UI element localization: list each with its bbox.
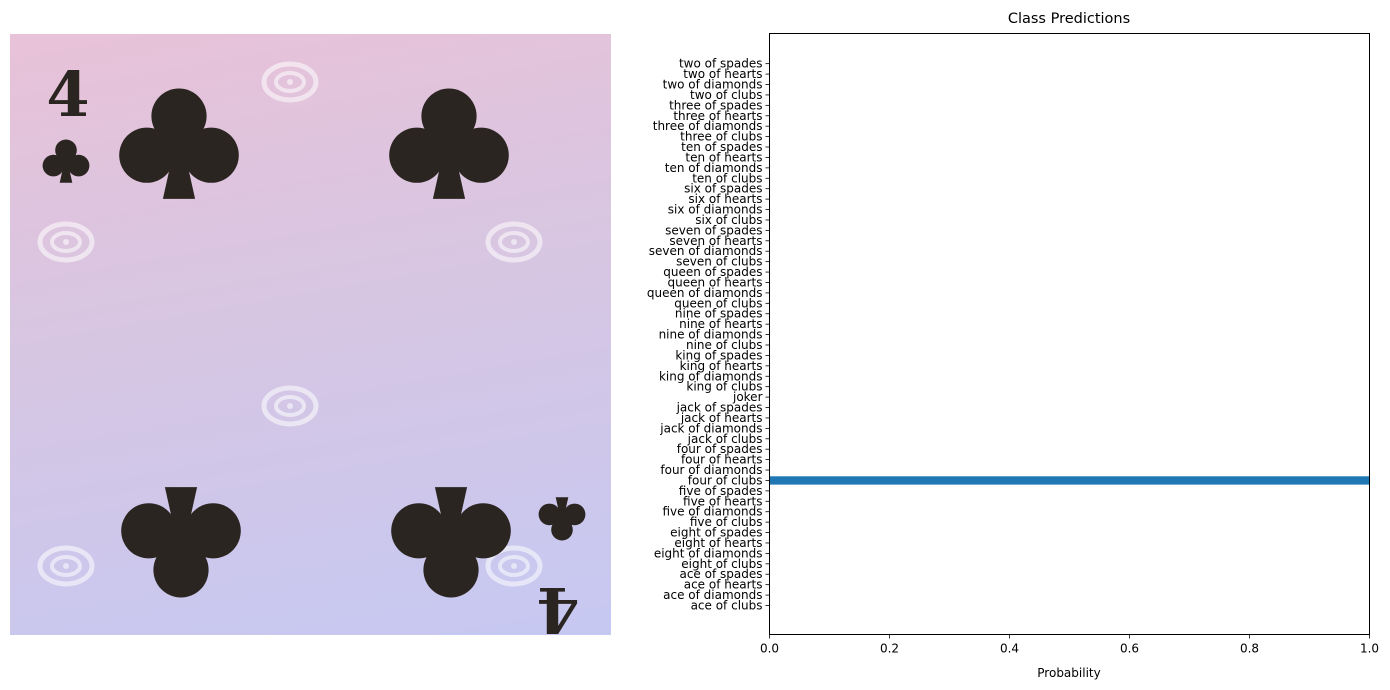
y-tick-label: two of clubs — [690, 88, 762, 102]
y-tick-label: queen of hearts — [667, 275, 762, 289]
x-axis-label: Probability — [1037, 666, 1100, 680]
y-tick-label: king of diamonds — [659, 369, 763, 383]
x-tick-label: 1.0 — [1360, 642, 1379, 656]
y-tick-label: eight of spades — [670, 526, 762, 540]
y-tick-label: jack of hearts — [680, 411, 763, 425]
y-tick-label: seven of spades — [665, 223, 762, 237]
y-tick-label: four of spades — [677, 442, 763, 456]
card-rank-corner-rotated: 4 — [536, 573, 579, 635]
y-tick-label: queen of spades — [663, 265, 762, 279]
y-tick-label: ace of spades — [679, 567, 762, 581]
axes-frame — [769, 33, 1370, 635]
y-tick-label: five of hearts — [683, 494, 762, 508]
x-ticks: 0.0 0.2 0.4 0.6 0.8 1.0 — [760, 634, 1379, 656]
x-tick-label: 0.4 — [1000, 642, 1019, 656]
y-tick-label: five of clubs — [690, 515, 763, 529]
y-tick-label: eight of hearts — [674, 536, 762, 550]
y-tick-label: six of diamonds — [668, 203, 763, 217]
y-tick-label: ten of diamonds — [665, 161, 763, 175]
y-tick-label: nine of spades — [675, 307, 763, 321]
bars-layer — [769, 476, 1370, 485]
y-tick-label: six of hearts — [688, 192, 762, 206]
y-tick-label: six of spades — [684, 182, 762, 196]
y-tick-label: three of spades — [669, 98, 762, 112]
y-tick-label: ace of hearts — [684, 578, 763, 592]
y-tick-label: king of spades — [675, 348, 762, 362]
x-tick-label: 0.8 — [1240, 642, 1259, 656]
card-rank-corner: 4 — [46, 58, 89, 131]
y-tick-label: seven of clubs — [676, 255, 762, 269]
y-tick-label: two of hearts — [683, 67, 762, 81]
y-tick-label: two of spades — [679, 57, 763, 71]
y-tick-label: three of diamonds — [653, 119, 763, 133]
y-tick-label: nine of hearts — [679, 317, 762, 331]
y-tick-label: ten of spades — [681, 140, 762, 154]
y-tick-label: two of diamonds — [663, 78, 763, 92]
y-tick-label: ace of diamonds — [663, 588, 762, 602]
y-tick-label: king of clubs — [686, 380, 762, 394]
y-tick-label: ten of clubs — [692, 171, 762, 185]
y-tick-label: jack of clubs — [687, 432, 763, 446]
input-card-image: 4 4 — [10, 34, 611, 635]
x-tick-label: 0.2 — [880, 642, 899, 656]
y-tick-label: nine of diamonds — [659, 328, 763, 342]
y-tick-label: queen of clubs — [674, 296, 762, 310]
y-tick-label: three of hearts — [673, 109, 762, 123]
y-tick-label: queen of diamonds — [647, 286, 763, 300]
y-tick-label: four of clubs — [688, 473, 763, 487]
y-tick-label: seven of hearts — [669, 234, 762, 248]
y-tick-label: seven of diamonds — [649, 244, 763, 258]
y-tick-label: five of spades — [679, 484, 763, 498]
y-tick-label: ten of hearts — [685, 150, 762, 164]
four-of-clubs-card: 4 4 — [10, 58, 586, 635]
y-tick-label: four of hearts — [681, 453, 763, 467]
y-tick-label: ace of clubs — [691, 599, 763, 613]
y-tick-label: four of diamonds — [660, 463, 762, 477]
y-tick-label: king of hearts — [680, 359, 763, 373]
y-tick-label: jack of spades — [676, 401, 763, 415]
y-tick-label: five of diamonds — [662, 505, 762, 519]
y-tick-label: eight of clubs — [681, 557, 762, 571]
y-tick-label: three of clubs — [680, 130, 762, 144]
x-tick-label: 0.6 — [1120, 642, 1139, 656]
x-tick-label: 0.0 — [760, 642, 779, 656]
chart-title: Class Predictions — [1008, 11, 1130, 27]
y-tick-label: six of clubs — [695, 213, 762, 227]
y-tick-label: jack of diamonds — [659, 421, 762, 435]
y-tick-label: joker — [732, 390, 763, 404]
bar-four-of-clubs — [769, 476, 1370, 485]
y-tick-label: nine of clubs — [686, 338, 763, 352]
y-tick-label: eight of diamonds — [654, 546, 763, 560]
